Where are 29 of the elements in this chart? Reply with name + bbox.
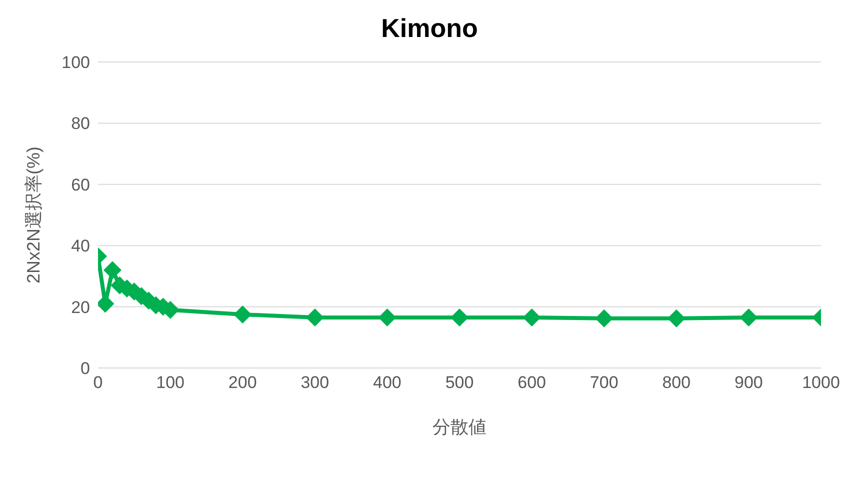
y-tick-label: 0 bbox=[80, 359, 90, 378]
x-tick-label: 500 bbox=[445, 373, 474, 392]
x-tick-label: 700 bbox=[590, 373, 618, 392]
x-tick-label: 300 bbox=[300, 373, 330, 392]
point bbox=[522, 308, 541, 327]
y-tick-label: 100 bbox=[62, 53, 90, 72]
y-tick-label: 80 bbox=[71, 114, 90, 134]
x-tick-label: 100 bbox=[156, 373, 184, 392]
point bbox=[450, 308, 468, 327]
x-axis-title: 分散値 bbox=[432, 417, 486, 437]
point bbox=[234, 305, 252, 324]
y-axis-title: 2Nx2N選択率(%) bbox=[23, 146, 44, 284]
point bbox=[740, 308, 758, 327]
x-tick-label: 0 bbox=[93, 373, 103, 392]
x-tick-label: 400 bbox=[373, 373, 402, 392]
chart-title: Kimono bbox=[380, 12, 479, 45]
x-tick-label: 800 bbox=[662, 373, 691, 392]
point bbox=[378, 308, 396, 327]
point bbox=[595, 309, 614, 328]
x-tick-label: 600 bbox=[518, 373, 546, 392]
point bbox=[103, 261, 122, 280]
point bbox=[667, 309, 686, 328]
y-tick-label: 20 bbox=[71, 298, 90, 317]
x-tick-label: 900 bbox=[734, 373, 763, 392]
y-tick-label: 60 bbox=[71, 175, 90, 194]
x-tick-label: 1000 bbox=[802, 373, 840, 392]
point bbox=[306, 308, 324, 327]
y-tick-label: 40 bbox=[71, 236, 90, 256]
x-tick-label: 200 bbox=[228, 373, 257, 392]
